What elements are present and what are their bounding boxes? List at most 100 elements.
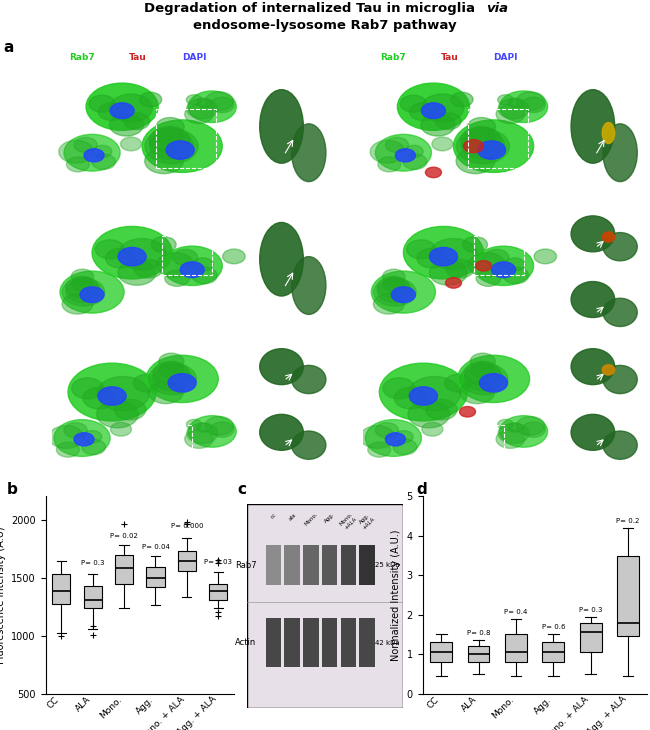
- Circle shape: [66, 280, 101, 302]
- Circle shape: [410, 103, 436, 120]
- Circle shape: [393, 439, 417, 455]
- Circle shape: [74, 137, 97, 153]
- Circle shape: [83, 388, 116, 409]
- Text: Rab7: Rab7: [235, 561, 256, 569]
- Circle shape: [391, 287, 415, 303]
- Text: P= 0.3: P= 0.3: [579, 607, 603, 612]
- Circle shape: [105, 248, 135, 268]
- Circle shape: [156, 118, 184, 136]
- Circle shape: [468, 253, 505, 277]
- Circle shape: [118, 239, 166, 269]
- Text: Enlarged: Enlarged: [582, 53, 627, 63]
- Text: a: a: [3, 40, 14, 55]
- Bar: [322, 545, 337, 585]
- Circle shape: [157, 127, 184, 145]
- Circle shape: [470, 353, 495, 369]
- Circle shape: [602, 123, 615, 144]
- Text: via: via: [486, 2, 508, 15]
- Circle shape: [98, 103, 125, 120]
- PathPatch shape: [115, 555, 133, 584]
- Circle shape: [408, 377, 460, 411]
- Circle shape: [260, 415, 304, 450]
- Circle shape: [72, 277, 94, 291]
- Circle shape: [508, 98, 523, 107]
- Circle shape: [211, 422, 234, 437]
- PathPatch shape: [543, 642, 564, 662]
- Circle shape: [187, 99, 218, 119]
- Circle shape: [476, 261, 491, 271]
- Circle shape: [149, 364, 196, 395]
- Circle shape: [187, 420, 202, 430]
- Circle shape: [165, 270, 189, 286]
- Text: DAPI: DAPI: [493, 53, 518, 63]
- Circle shape: [426, 167, 441, 177]
- Text: Monomer + ALA: Monomer + ALA: [345, 238, 354, 307]
- Circle shape: [385, 433, 406, 446]
- Circle shape: [407, 240, 436, 259]
- Circle shape: [180, 262, 204, 277]
- Circle shape: [383, 378, 415, 399]
- Text: P= 0.04: P= 0.04: [142, 544, 170, 550]
- Text: Rab7: Rab7: [380, 53, 406, 63]
- Bar: [447, 425, 504, 451]
- Circle shape: [142, 120, 222, 172]
- Circle shape: [166, 141, 194, 159]
- Circle shape: [461, 126, 501, 153]
- Text: 25 kDa: 25 kDa: [375, 562, 400, 568]
- Circle shape: [80, 287, 104, 303]
- Circle shape: [385, 137, 408, 153]
- Circle shape: [97, 401, 138, 428]
- Circle shape: [89, 95, 115, 112]
- Circle shape: [503, 267, 528, 284]
- Circle shape: [185, 105, 213, 123]
- Circle shape: [380, 363, 467, 421]
- Circle shape: [205, 92, 233, 110]
- Text: P= 0.2: P= 0.2: [616, 518, 640, 524]
- Circle shape: [408, 401, 450, 428]
- Bar: [341, 618, 356, 667]
- Circle shape: [260, 349, 304, 385]
- Bar: [467, 110, 528, 169]
- Text: endosome-lysosome Rab7 pathway: endosome-lysosome Rab7 pathway: [193, 19, 457, 32]
- Circle shape: [72, 378, 103, 399]
- Circle shape: [571, 282, 615, 318]
- Circle shape: [120, 137, 142, 151]
- PathPatch shape: [177, 551, 196, 571]
- Bar: [359, 618, 375, 667]
- Circle shape: [146, 356, 218, 402]
- Circle shape: [97, 377, 149, 411]
- Text: Actin: Actin: [235, 638, 256, 648]
- Circle shape: [140, 92, 162, 107]
- Circle shape: [82, 439, 105, 455]
- Circle shape: [445, 374, 472, 392]
- Circle shape: [150, 126, 190, 153]
- Circle shape: [260, 90, 304, 164]
- Circle shape: [426, 399, 457, 420]
- PathPatch shape: [618, 556, 639, 637]
- Circle shape: [292, 431, 326, 459]
- Circle shape: [603, 366, 637, 393]
- Text: 42 kDa: 42 kDa: [375, 639, 400, 646]
- Circle shape: [260, 223, 304, 296]
- Circle shape: [403, 154, 427, 169]
- Circle shape: [400, 95, 426, 112]
- Circle shape: [498, 420, 514, 430]
- Circle shape: [98, 387, 126, 405]
- Circle shape: [508, 423, 523, 432]
- Circle shape: [496, 105, 525, 123]
- Circle shape: [451, 92, 473, 107]
- Circle shape: [54, 420, 110, 456]
- Bar: [156, 110, 216, 169]
- Circle shape: [498, 99, 529, 119]
- Circle shape: [473, 246, 534, 285]
- Circle shape: [292, 257, 326, 315]
- PathPatch shape: [468, 646, 489, 662]
- Bar: [303, 545, 318, 585]
- Circle shape: [187, 95, 202, 105]
- Circle shape: [173, 250, 198, 266]
- Circle shape: [57, 442, 79, 457]
- Circle shape: [168, 374, 196, 392]
- Text: Mono.: Mono.: [304, 512, 318, 527]
- Text: P= 0.03: P= 0.03: [204, 558, 232, 565]
- Bar: [322, 618, 337, 667]
